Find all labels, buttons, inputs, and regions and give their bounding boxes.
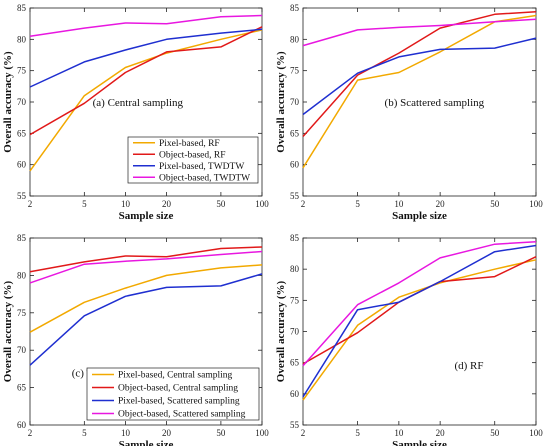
x-tick-label: 10 [394, 428, 404, 438]
x-tick-label: 5 [82, 428, 87, 438]
y-tick-label: 80 [17, 34, 27, 44]
y-axis-label: Overall accuracy (%) [275, 51, 287, 153]
legend-label: Pixel-based, Central sampling [118, 371, 232, 381]
x-tick-label: 10 [121, 199, 131, 209]
series-line-2 [302, 11, 537, 137]
series-line-3 [29, 273, 263, 366]
chart-panel-2: 55 60 65 70 75 80 85 2 5 10 20 50 100 Sample size Over… [275, 3, 543, 222]
y-tick-label: 70 [290, 97, 300, 107]
panel-annotation: (d) RF [454, 360, 483, 372]
y-tick-label: 60 [17, 160, 27, 170]
y-tick-label: 75 [290, 66, 300, 76]
series-line-4 [29, 250, 263, 284]
x-tick-label: 100 [255, 199, 269, 209]
y-tick-label: 75 [290, 295, 300, 305]
x-tick-label: 50 [216, 428, 226, 438]
series-line-4 [302, 240, 537, 367]
x-tick-label: 100 [529, 199, 543, 209]
x-tick-label: 2 [28, 199, 33, 209]
x-tick-label: 5 [355, 428, 360, 438]
y-tick-label: 60 [290, 389, 300, 399]
legend: Pixel-based, Central sampling Object-base… [86, 367, 260, 421]
y-tick-label: 65 [17, 383, 27, 393]
y-tick-label: 75 [17, 308, 27, 318]
legend-label: Pixel-based, RF [159, 139, 220, 149]
y-tick-label: 60 [290, 160, 300, 170]
series-line-2 [302, 256, 537, 365]
series-line-4 [29, 14, 263, 37]
series-line-1 [29, 264, 263, 333]
y-tick-label: 80 [290, 34, 300, 44]
chart-panel-1: 55 60 65 70 75 80 85 2 5 10 20 50 100 Sample size Over… [2, 3, 269, 222]
x-tick-label: 100 [255, 428, 269, 438]
series-line-1 [302, 14, 537, 169]
x-tick-label: 2 [28, 428, 33, 438]
legend-label: Object-based, Central sampling [118, 384, 238, 394]
legend-label: Object-based, RF [159, 150, 226, 160]
x-axis-label: Sample size [119, 439, 174, 446]
panel-annotation: (b) Scattered sampling [385, 97, 485, 109]
y-tick-label: 80 [290, 264, 300, 274]
series-line-4 [302, 18, 537, 47]
y-tick-label: 65 [17, 128, 27, 138]
y-axis-label: Overall accuracy (%) [2, 280, 14, 382]
y-tick-label: 80 [17, 270, 27, 280]
x-tick-label: 20 [436, 199, 446, 209]
series-line-3 [302, 244, 537, 398]
x-tick-label: 20 [162, 428, 172, 438]
x-tick-label: 50 [216, 199, 226, 209]
legend-label: Pixel-based, TWDTW [159, 162, 244, 172]
y-tick-label: 85 [17, 233, 27, 243]
x-tick-label: 10 [394, 199, 404, 209]
x-tick-label: 100 [529, 428, 543, 438]
x-tick-label: 5 [82, 199, 87, 209]
y-axis-label: Overall accuracy (%) [2, 51, 14, 153]
x-axis-label: Sample size [392, 439, 447, 446]
series-line-1 [302, 259, 537, 401]
plot-frame [302, 237, 537, 426]
x-axis-label: Sample size [392, 210, 447, 222]
series-line-3 [302, 37, 537, 116]
y-axis-label: Overall accuracy (%) [275, 280, 287, 382]
legend-label: Object-based, TWDTW [159, 173, 250, 183]
y-tick-label: 65 [290, 128, 300, 138]
chart-panel-4: 55 60 65 70 75 80 85 2 5 10 20 50 100 Sample size Over… [275, 233, 543, 446]
y-tick-label: 70 [17, 97, 27, 107]
x-tick-label: 2 [301, 428, 306, 438]
y-tick-label: 85 [17, 3, 27, 13]
y-tick-label: 70 [290, 327, 300, 337]
x-tick-label: 50 [490, 199, 500, 209]
y-tick-label: 70 [17, 345, 27, 355]
x-tick-label: 50 [490, 428, 500, 438]
panel-annotation: (a) Central sampling [93, 97, 184, 109]
x-axis-label: Sample size [119, 210, 174, 222]
legend-box [127, 136, 259, 184]
y-tick-label: 55 [290, 191, 300, 201]
series-line-3 [29, 28, 263, 88]
series-line-2 [29, 26, 263, 136]
legend-label: Object-based, Scattered sampling [118, 410, 246, 420]
y-tick-label: 85 [290, 3, 300, 13]
y-tick-label: 60 [17, 420, 27, 430]
x-tick-label: 10 [121, 428, 131, 438]
series-line-2 [29, 246, 263, 273]
chart-panel-3: 60 65 70 75 80 85 2 5 10 20 50 100 Sample size Overal… [2, 233, 269, 446]
legend-label: Pixel-based, Scattered sampling [118, 397, 240, 407]
y-tick-label: 65 [290, 358, 300, 368]
y-tick-label: 55 [17, 191, 27, 201]
x-tick-label: 20 [162, 199, 172, 209]
y-tick-label: 55 [290, 420, 300, 430]
x-tick-label: 20 [436, 428, 446, 438]
y-tick-label: 85 [290, 233, 300, 243]
x-tick-label: 5 [355, 199, 360, 209]
x-tick-label: 2 [301, 199, 306, 209]
y-tick-label: 75 [17, 66, 27, 76]
legend-box [86, 367, 260, 421]
